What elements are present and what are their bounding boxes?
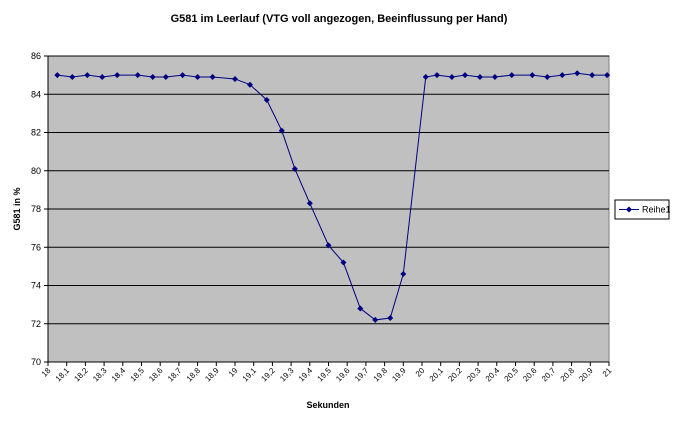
x-tick-label: 19,1: [241, 366, 259, 384]
x-tick-label: 20,3: [465, 366, 483, 384]
legend-label: Reihe1: [642, 205, 671, 215]
x-tick-label: 18,3: [91, 366, 109, 384]
x-tick-label: 20,9: [577, 366, 595, 384]
data-point: [162, 74, 169, 81]
data-point: [246, 81, 253, 88]
x-tick-label: 20,7: [540, 366, 558, 384]
data-point: [99, 74, 106, 81]
legend-marker: [626, 206, 632, 213]
data-point: [69, 74, 76, 81]
x-tick-label: 20,6: [521, 366, 539, 384]
data-point: [340, 259, 347, 266]
x-tick-label: 18,4: [110, 366, 128, 384]
y-tick-label: 84: [31, 89, 41, 99]
data-point: [574, 70, 581, 77]
data-point: [263, 96, 270, 103]
data-point: [306, 200, 313, 207]
data-point: [400, 271, 407, 278]
data-point: [422, 74, 429, 81]
data-point: [372, 316, 379, 323]
data-point: [209, 74, 216, 81]
y-tick-label: 80: [31, 166, 41, 176]
data-point: [54, 72, 61, 79]
data-point: [544, 74, 551, 81]
y-tick-label: 70: [31, 357, 41, 367]
data-point: [559, 72, 566, 79]
x-tick-label: 18,8: [185, 366, 203, 384]
x-tick-label: 18,6: [147, 366, 165, 384]
data-point: [589, 72, 596, 79]
x-tick-label: 18,7: [166, 366, 184, 384]
x-tick-label: 18,1: [54, 366, 72, 384]
x-tick-label: 21: [601, 366, 614, 379]
data-point: [476, 74, 483, 81]
data-point: [194, 74, 201, 81]
y-tick-label: 82: [31, 128, 41, 138]
x-tick-label: 19,9: [390, 366, 408, 384]
x-tick-label: 20: [414, 366, 427, 379]
y-axis-label: G581 in %: [12, 187, 22, 230]
x-tick-label: 20,5: [503, 366, 521, 384]
x-axis-label: Sekunden: [306, 400, 349, 410]
data-point: [529, 72, 536, 79]
data-point: [491, 74, 498, 81]
data-point: [84, 72, 91, 79]
y-tick-label: 78: [31, 204, 41, 214]
data-point: [462, 72, 469, 79]
x-tick-label: 18,9: [203, 366, 221, 384]
data-point: [149, 74, 156, 81]
legend: Reihe1: [614, 199, 671, 220]
data-point: [179, 72, 186, 79]
x-tick-label: 18,2: [72, 366, 90, 384]
data-point: [448, 74, 455, 81]
x-tick-label: 20,4: [484, 366, 502, 384]
x-tick-label: 19,6: [334, 366, 352, 384]
y-tick-label: 74: [31, 281, 41, 291]
x-tick-label: 20,2: [446, 366, 464, 384]
x-tick-label: 19: [227, 366, 240, 379]
y-tick-label: 72: [31, 319, 41, 329]
y-tick-label: 76: [31, 242, 41, 252]
data-point: [114, 72, 121, 79]
data-point: [134, 72, 141, 79]
data-point: [357, 305, 364, 312]
data-point: [325, 242, 332, 249]
x-tick-label: 20,8: [559, 366, 577, 384]
data-point: [433, 72, 440, 79]
y-tick-label: 86: [31, 51, 41, 61]
x-tick-label: 19,5: [316, 366, 334, 384]
data-point: [508, 72, 515, 79]
data-point: [232, 75, 238, 82]
x-tick-label: 19,3: [278, 366, 296, 384]
chart-title: G581 im Leerlauf (VTG voll angezogen, Be…: [171, 13, 508, 25]
data-point: [604, 72, 611, 79]
data-point: [278, 127, 285, 134]
x-tick-label: 19,2: [259, 366, 277, 384]
legend-box: [614, 199, 670, 220]
x-tick-label: 19,7: [353, 366, 371, 384]
data-point: [387, 315, 394, 322]
x-tick-label: 18: [40, 366, 53, 379]
x-tick-label: 18,5: [129, 366, 147, 384]
x-tick-label: 20,1: [428, 366, 446, 384]
x-tick-label: 19,8: [372, 366, 390, 384]
data-point: [291, 165, 298, 172]
x-tick-label: 19,4: [297, 366, 315, 384]
